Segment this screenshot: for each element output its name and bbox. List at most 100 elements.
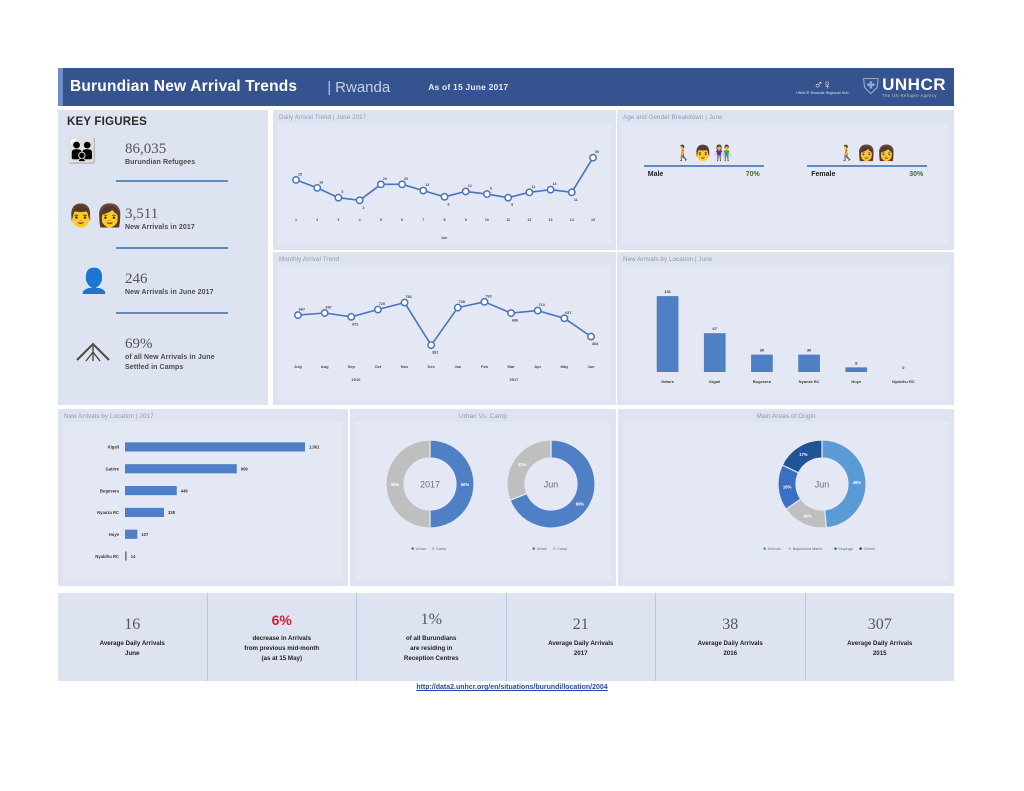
key-figure-item: 👪 86,035 Burundian Refugees — [67, 140, 259, 168]
data-point-label: 637 — [565, 311, 571, 315]
monthly-arrival-trend-panel: Monthly Arrival Trend 667 687 651 720 786 382… — [273, 252, 616, 405]
monthly-arrival-trend-chart: 667 687 651 720 786 382 738 793 686 710 637 464 July… — [294, 294, 599, 382]
header-country: Rwanda — [335, 78, 391, 96]
x-axis-tick-label: 3 — [337, 218, 339, 222]
data-point-label: 5 — [511, 203, 513, 207]
data-point-label: 738 — [459, 300, 465, 304]
data-point — [567, 188, 576, 197]
data-point-label: 12 — [468, 184, 472, 188]
family-icon: 👪 — [67, 138, 97, 165]
unhcr-emblem-icon: ⛨ — [862, 74, 880, 99]
data-point — [525, 188, 534, 197]
unhcr-rwanda-logo-caption: UNHCR Rwanda Regional Hub — [796, 91, 849, 96]
data-point-label: 464 — [592, 342, 599, 346]
bar-value-label: 8 — [855, 360, 858, 365]
x-axis-tick-label: 8 — [444, 218, 446, 222]
rwanda-hub-glyph-icon: ♂♀ — [813, 77, 832, 93]
x-axis-tick-label: 5 — [380, 218, 382, 222]
summary-stat-label: Average Daily Arrivals 2017 — [548, 639, 613, 659]
data-point — [373, 305, 382, 314]
donut-slice — [429, 439, 475, 529]
summary-stat-value: 6% — [271, 612, 292, 628]
male-breakdown: 🚶👨👫 Male 70% — [643, 145, 764, 178]
urban-vs-camp-title: Urban Vs. Camp — [458, 413, 508, 420]
summary-stat-label: Average Daily Arrivals 2015 — [847, 639, 912, 659]
source-url-link[interactable]: http://data2.unhcr.org/en/situations/bur… — [416, 684, 608, 691]
data-point — [546, 185, 555, 194]
bar-value-label: 67 — [713, 326, 718, 331]
legend-label: Camp — [436, 547, 446, 551]
key-figure-label: New Arrivals in 2017 — [125, 224, 195, 231]
data-point — [440, 192, 449, 201]
bar-value-label: 30 — [807, 348, 812, 353]
summary-stat-value: 1% — [420, 611, 442, 628]
legend-marker — [552, 547, 556, 550]
new-arrivals-location-june-chart: 131 Gatore 67 Kigali 30 Bugesera 30 Nyanza RC 8 H… — [656, 289, 915, 384]
summary-stat-label-line: Average Daily Arrivals — [847, 640, 913, 647]
summary-stat-label: Average Daily Arrivals June — [100, 639, 165, 659]
data-point — [589, 153, 597, 162]
data-point — [453, 303, 462, 312]
x-axis-tick-label: Aug — [321, 364, 329, 369]
x-axis-tick-label: Sep — [348, 364, 356, 369]
x-axis-tick-label: Dec — [428, 364, 436, 369]
donut-slice-label: 31% — [518, 462, 527, 467]
summary-stat-label: decrease in Arrivals from previous mid-mo… — [244, 634, 319, 664]
data-point — [587, 332, 595, 341]
main-areas-of-origin-panel: Main Areas of Origin 46% 16% 16% 17% Jun Kiru… — [618, 409, 954, 586]
data-point — [355, 196, 364, 205]
y-axis-tick-label: Bugesera — [100, 488, 120, 493]
age-gender-title: Age and Gender Breakdown | June — [623, 114, 723, 121]
data-point — [480, 297, 489, 306]
data-point-label: 651 — [352, 322, 358, 326]
bar-value-label: 0 — [902, 365, 905, 370]
x-axis-tick-label: Bugesera — [753, 379, 772, 384]
legend-label: Urban — [537, 547, 547, 551]
x-axis-group-label: 2017 — [510, 377, 520, 382]
summary-stat: 6% decrease in Arrivals from previous mid-… — [208, 593, 357, 681]
bar-value-label: 131 — [664, 289, 671, 294]
x-axis-group-label: 2016 — [352, 377, 362, 382]
bar-value-label: 338 — [168, 510, 176, 515]
x-axis-tick-label: Oct — [375, 364, 382, 369]
main-areas-of-origin-title: Main Areas of Origin — [756, 413, 816, 420]
summary-stat-label-line: Average Daily Arrivals — [99, 640, 165, 647]
data-point-label: 5 — [341, 190, 343, 194]
data-point-label: 686 — [512, 319, 518, 323]
legend-label: Urban — [416, 547, 426, 551]
data-point — [461, 187, 470, 196]
single-person-icon: 👤 — [79, 268, 109, 295]
summary-stat-label-line: 2016 — [723, 650, 738, 657]
bar-value-label: 107 — [141, 532, 149, 537]
new-arrivals-location-2017-plot-area: 1,561 Kigali 969 Gatore 449 Bugesera 338 Nyanza… — [63, 422, 343, 581]
data-point-label: 687 — [325, 306, 331, 310]
data-point — [347, 312, 356, 321]
data-point-label: 16 — [319, 180, 323, 184]
summary-stat-value: 38 — [722, 616, 739, 633]
legend-marker — [431, 547, 435, 550]
data-point — [376, 180, 385, 189]
data-point-label: 13 — [425, 183, 429, 187]
new-arrivals-location-june-title: New Arrivals by Location | June — [623, 256, 713, 263]
data-point — [504, 193, 513, 202]
key-figures-panel: KEY FIGURES 👪 86,035 Burundian Refugees … — [58, 110, 268, 405]
summary-stat-label-line: of all Burundians — [405, 635, 457, 642]
donut-slice — [509, 439, 596, 529]
x-axis-tick-label: 11 — [506, 218, 510, 222]
key-figure-item: 69% of all New Arrivals in June Settled … — [67, 335, 259, 373]
summary-stat: 1% of all Burundians are residing in Recept… — [357, 593, 507, 681]
donut-center-label: Jun — [815, 480, 830, 490]
key-figure-value: 3,511 — [125, 206, 159, 222]
male-divider — [643, 165, 764, 167]
summary-stat-value: 21 — [572, 616, 589, 633]
data-point-label: 667 — [299, 308, 305, 312]
x-axis-tick-label: Huye — [851, 379, 862, 384]
y-axis-tick-label: Gatore — [106, 467, 120, 472]
summary-stat: 307 Average Daily Arrivals 2015 — [806, 593, 955, 681]
x-axis-tick-label: May — [560, 364, 569, 369]
y-axis-tick-label: Nyabihu RC — [95, 554, 119, 559]
data-point — [482, 190, 491, 199]
data-point-label: 382 — [432, 351, 438, 355]
donut-slice — [385, 439, 431, 529]
